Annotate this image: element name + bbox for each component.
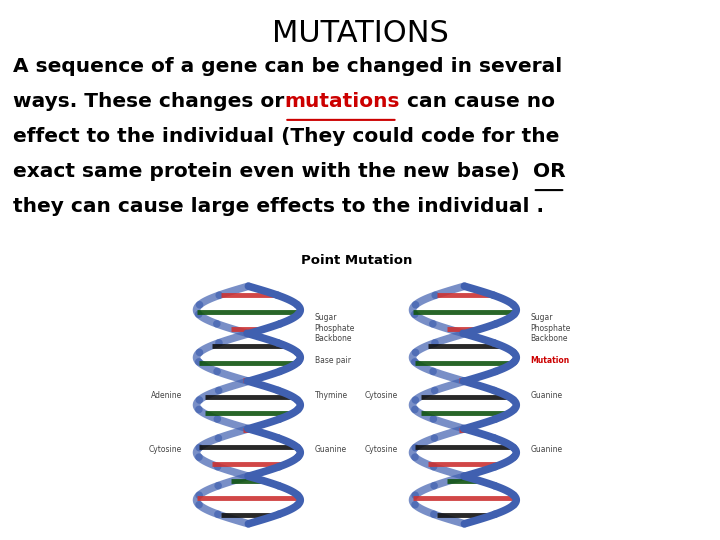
Text: ways. These changes or: ways. These changes or <box>13 92 291 111</box>
Text: Mutation: Mutation <box>531 356 570 366</box>
Text: Sugar
Phosphate
Backbone: Sugar Phosphate Backbone <box>531 313 571 343</box>
Text: OR: OR <box>533 162 565 181</box>
Text: A sequence of a gene can be changed in several: A sequence of a gene can be changed in s… <box>13 57 562 76</box>
Text: Adenine: Adenine <box>151 392 182 401</box>
Text: Cytosine: Cytosine <box>365 446 398 455</box>
Text: Thymine: Thymine <box>315 392 348 401</box>
Text: Cytosine: Cytosine <box>365 392 398 401</box>
Text: MUTATIONS: MUTATIONS <box>271 19 449 48</box>
Text: Guanine: Guanine <box>531 392 563 401</box>
Text: Guanine: Guanine <box>315 446 347 455</box>
Text: Point Mutation: Point Mutation <box>301 254 412 267</box>
Text: exact same protein even with the new base): exact same protein even with the new bas… <box>13 162 534 181</box>
Text: can cause no: can cause no <box>400 92 554 111</box>
Text: Sugar
Phosphate
Backbone: Sugar Phosphate Backbone <box>315 313 355 343</box>
Text: Base pair: Base pair <box>315 356 351 366</box>
Text: mutations: mutations <box>284 92 400 111</box>
Text: Cytosine: Cytosine <box>149 446 182 455</box>
Text: Guanine: Guanine <box>531 446 563 455</box>
Text: they can cause large effects to the individual .: they can cause large effects to the indi… <box>13 197 544 216</box>
Text: effect to the individual (They could code for the: effect to the individual (They could cod… <box>13 127 559 146</box>
